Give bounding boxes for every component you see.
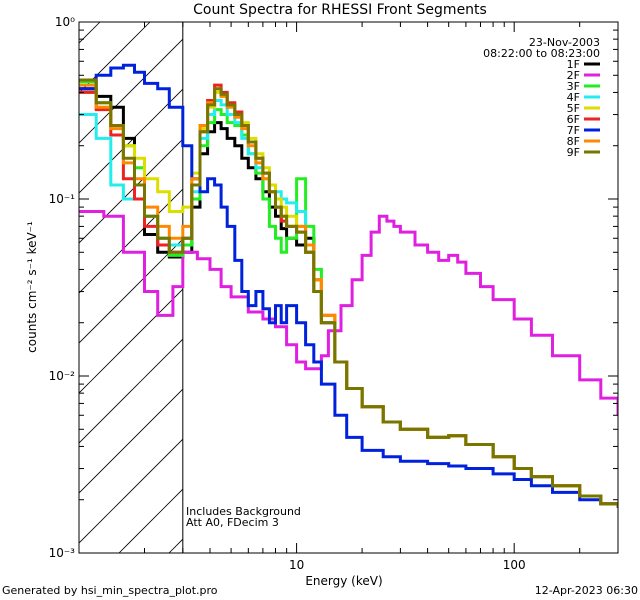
time-range-label: 08:22:00 to 08:23:00 bbox=[483, 47, 600, 60]
x-tick-label: 10 bbox=[289, 558, 304, 572]
y-tick-label: 10⁻³ bbox=[49, 546, 76, 560]
x-axis-label: Energy (keV) bbox=[305, 574, 382, 588]
hatch-line bbox=[79, 188, 183, 294]
series-line-7F bbox=[79, 63, 618, 508]
hatch-line bbox=[79, 22, 151, 94]
hatch-line bbox=[79, 438, 183, 544]
axes: 10 100 10⁰ 10⁻¹ 10⁻² 10⁻³ bbox=[49, 15, 619, 572]
hatch-line bbox=[79, 238, 183, 344]
annotation-background: Includes Background bbox=[186, 505, 301, 518]
y-axis-label: counts cm⁻² s⁻¹ keV⁻¹ bbox=[25, 221, 39, 353]
legend-label-8F: 8F bbox=[567, 135, 580, 148]
generated-by-text: Generated by hsi_min_spectra_plot.pro bbox=[2, 584, 218, 597]
hatch-line bbox=[79, 138, 183, 244]
series-line-3F bbox=[79, 80, 618, 508]
legend-label-2F: 2F bbox=[567, 69, 580, 82]
y-tick-label: 10⁻¹ bbox=[49, 192, 76, 206]
series-layer bbox=[79, 63, 618, 508]
hatch-line bbox=[79, 338, 183, 444]
series-line-8F bbox=[79, 83, 618, 508]
legend-label-9F: 9F bbox=[567, 146, 580, 159]
chart-title: Count Spectra for RHESSI Front Segments bbox=[193, 2, 487, 18]
legend-label-1F: 1F bbox=[567, 58, 580, 71]
timestamp-text: 12-Apr-2023 06:30 bbox=[534, 584, 638, 597]
series-line-1F bbox=[79, 87, 618, 508]
series-line-9F bbox=[79, 78, 618, 508]
legend-label-6F: 6F bbox=[567, 113, 580, 126]
y-tick-label: 10⁻² bbox=[49, 369, 76, 383]
legend-label-7F: 7F bbox=[567, 124, 580, 137]
date-label: 23-Nov-2003 bbox=[529, 36, 600, 49]
series-line-6F bbox=[79, 83, 618, 508]
plot-frame bbox=[78, 21, 619, 554]
hatch-line bbox=[79, 88, 183, 194]
x-tick-label: 100 bbox=[503, 558, 526, 572]
series-line-2F bbox=[79, 210, 618, 416]
series-line-5F bbox=[79, 90, 618, 508]
hatch-line bbox=[79, 388, 183, 494]
hatch-line bbox=[118, 488, 183, 553]
legend-label-3F: 3F bbox=[567, 80, 580, 93]
y-tick-label: 10⁰ bbox=[55, 15, 75, 29]
legend-label-4F: 4F bbox=[567, 91, 580, 104]
annotation-attenuator: Att A0, FDecim 3 bbox=[186, 516, 279, 529]
legend-label-5F: 5F bbox=[567, 102, 580, 115]
